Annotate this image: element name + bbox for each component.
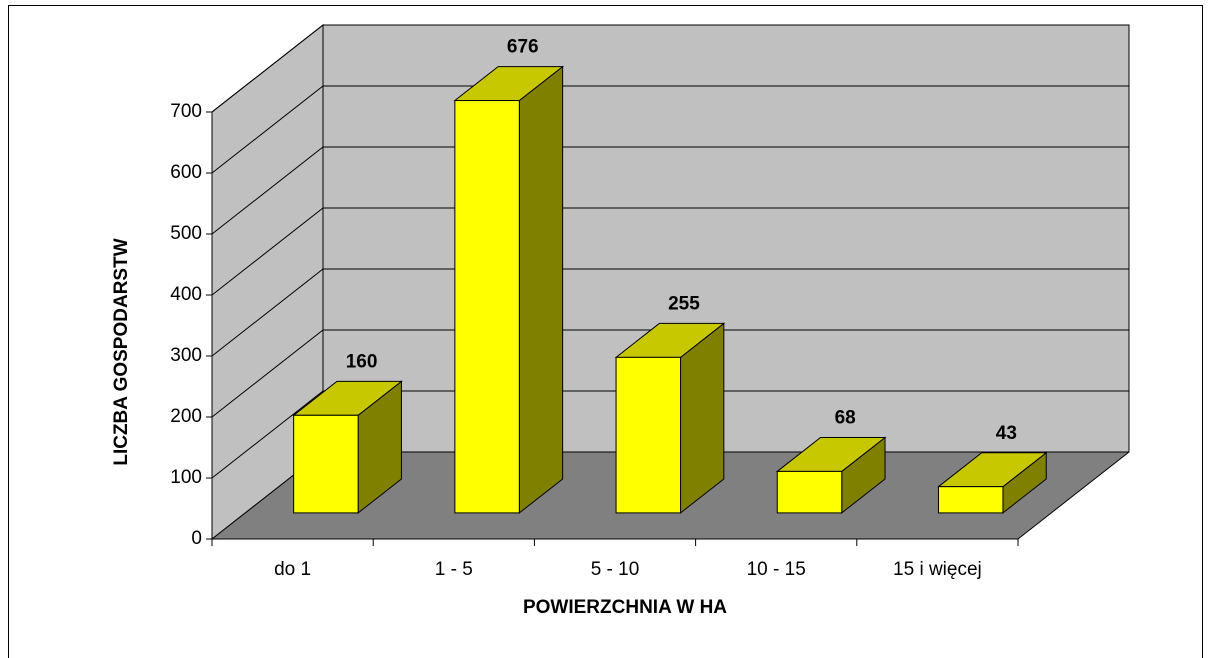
y-tick-label: 300 <box>170 345 202 366</box>
x-tick-label: 5 - 10 <box>591 559 640 580</box>
y-tick-label: 100 <box>170 467 202 488</box>
x-tick-label: 1 - 5 <box>435 559 473 580</box>
x-axis-title: POWIERZCHNIA W HA <box>523 597 727 618</box>
bar <box>776 470 843 514</box>
value-label: 160 <box>346 351 378 372</box>
value-label: 255 <box>668 293 700 314</box>
bar <box>454 100 520 514</box>
value-label: 68 <box>835 408 856 429</box>
value-label: 676 <box>507 37 539 58</box>
x-tick-label: 10 - 15 <box>747 559 806 580</box>
value-label: 43 <box>996 423 1017 444</box>
grid-line <box>211 390 1129 479</box>
y-tick-label: 400 <box>170 284 202 305</box>
bar-side <box>518 65 564 514</box>
grid-line <box>211 268 1129 357</box>
y-tick-label: 0 <box>191 528 202 549</box>
y-tick-label: 200 <box>170 406 202 427</box>
x-tick-label: 15 i więcej <box>893 559 982 580</box>
bar <box>937 486 1004 514</box>
y-axis-title: LICZBA GOSPODARSTW <box>111 238 132 465</box>
floor-edge <box>1017 451 1130 540</box>
back-wall <box>322 24 1130 453</box>
x-tick-label: do 1 <box>274 559 311 580</box>
y-tick-label: 600 <box>170 162 202 183</box>
y-tick-label: 700 <box>170 101 202 122</box>
y-tick-label: 500 <box>170 223 202 244</box>
grid-line <box>211 24 1129 113</box>
grid-line <box>211 146 1129 235</box>
bar <box>293 414 359 514</box>
bar <box>615 356 682 514</box>
grid-line <box>211 85 1129 174</box>
grid-line <box>211 207 1129 296</box>
grid-line <box>211 329 1129 418</box>
